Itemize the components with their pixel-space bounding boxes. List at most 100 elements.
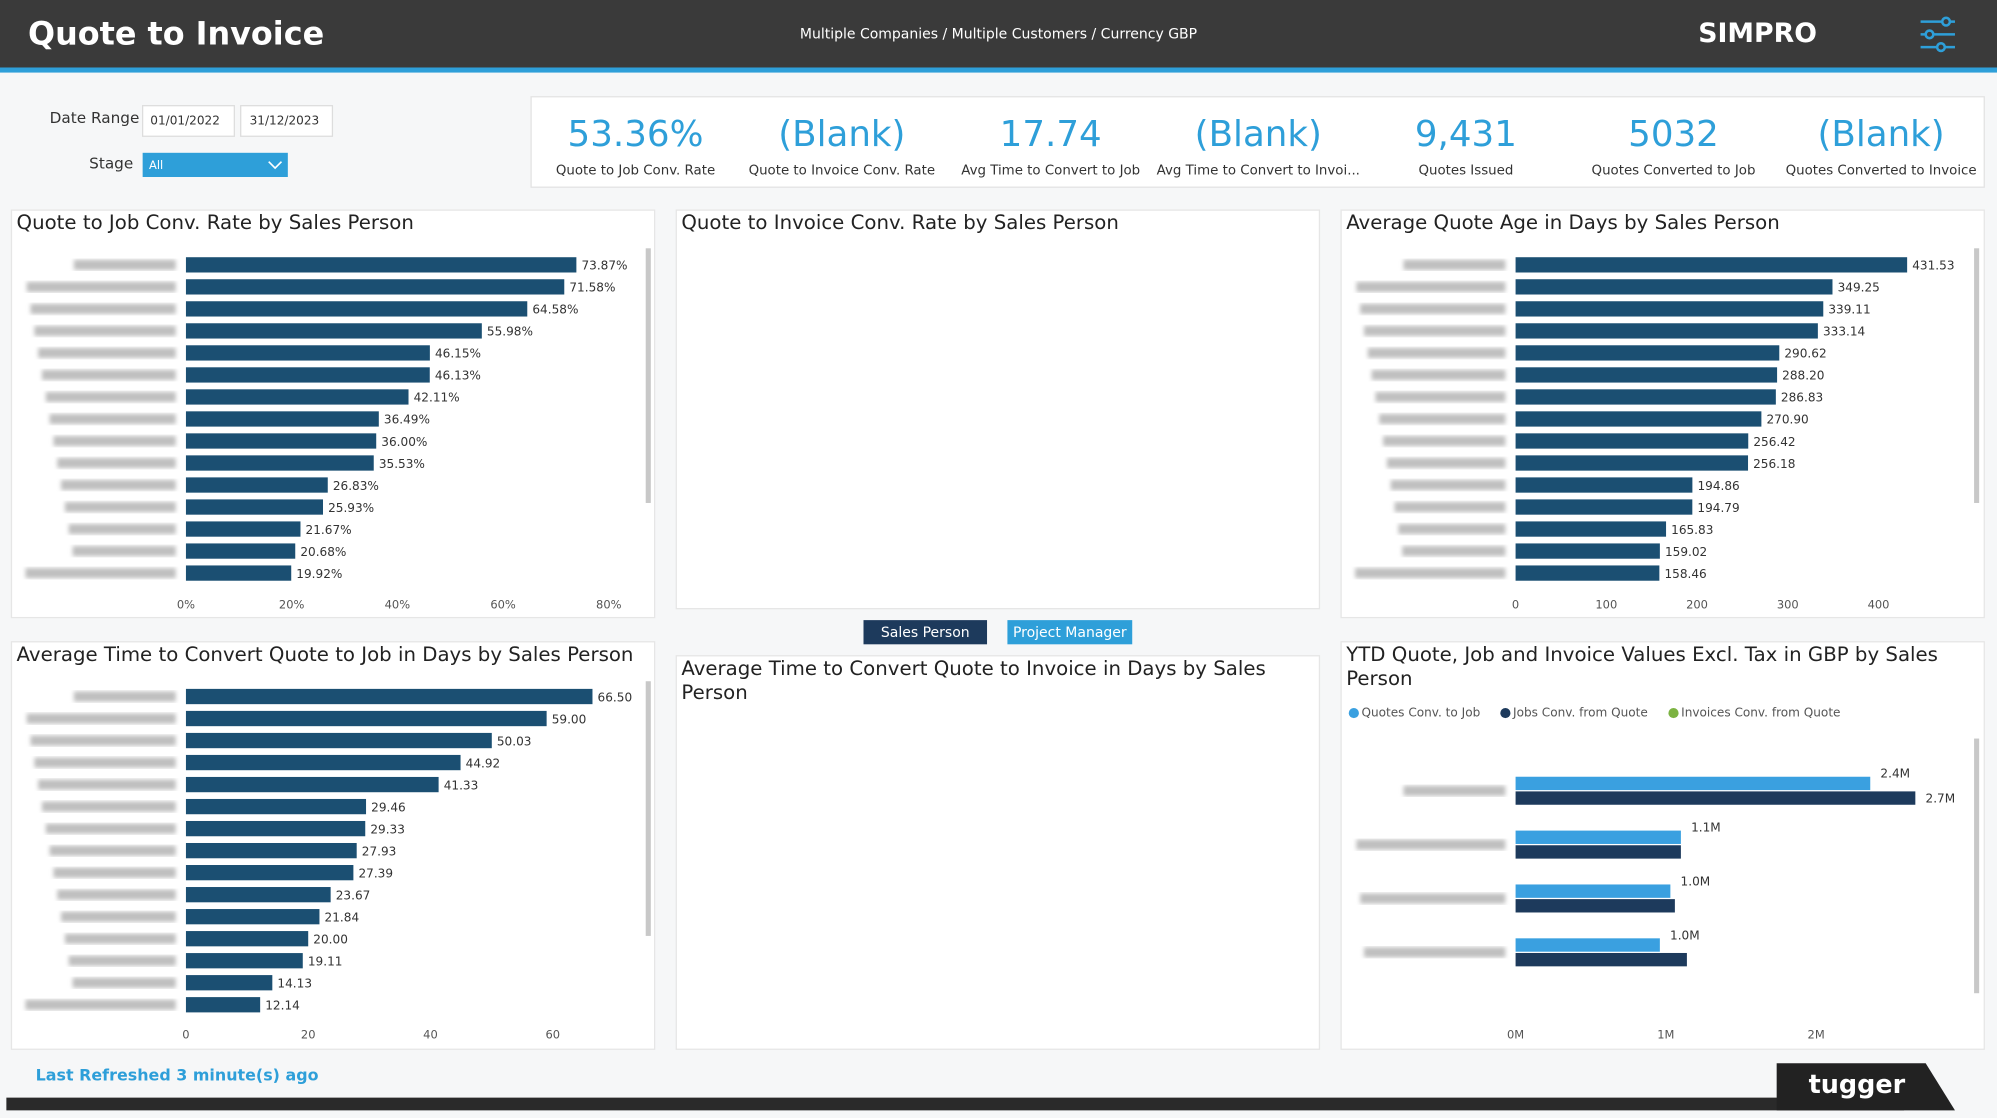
kpi-panel [530, 96, 1985, 188]
blurred-category-label [49, 413, 176, 425]
kpi-label: Quotes Converted to Invoice [1786, 164, 1977, 179]
x-tick-label: 2M [1808, 1028, 1825, 1042]
footer-brand: tugger [1809, 1070, 1906, 1100]
chart-title-box: Quote to Invoice Conv. Rate by Sales Per… [681, 211, 1119, 234]
date-from-box[interactable] [142, 105, 235, 137]
kpi-value: 53.36% [568, 114, 704, 155]
blurred-category-label [1360, 303, 1506, 314]
bar [1515, 301, 1824, 317]
data-label: 55.98% [487, 325, 533, 339]
bar [185, 455, 374, 471]
chart-panel [675, 209, 1321, 610]
data-label: 256.18 [1753, 457, 1795, 471]
header-stripe [0, 67, 1997, 73]
data-label: 71.58% [569, 281, 615, 295]
bar [1515, 367, 1778, 383]
x-tick-label: 200 [1686, 597, 1708, 611]
blurred-category-label [1390, 479, 1506, 491]
data-label: 1.0M [1670, 928, 1700, 942]
project-manager-button[interactable] [1007, 620, 1133, 645]
bar [1515, 543, 1660, 559]
bar [185, 345, 430, 361]
bar [185, 754, 461, 771]
blurred-category-label [1367, 347, 1506, 359]
blurred-category-label [73, 259, 176, 270]
blurred-category-label [30, 735, 176, 746]
stage-value: All [149, 158, 163, 172]
blurred-category-label [1355, 567, 1506, 579]
sales-person-button[interactable] [863, 620, 988, 645]
data-label: 2.4M [1880, 767, 1910, 781]
data-label: 19.92% [296, 567, 342, 581]
chart-title: Average Time to Convert Quote to Job in … [16, 643, 634, 666]
bar [185, 521, 301, 537]
chart-title-box: Quote to Job Conv. Rate by Sales Person [17, 211, 414, 234]
bar [1515, 279, 1833, 295]
kpi-value: 17.74 [1000, 114, 1102, 155]
bar [185, 411, 379, 427]
data-label: 25.93% [328, 501, 374, 515]
bar [185, 688, 593, 705]
bar [1515, 845, 1681, 859]
blurred-category-label [45, 823, 176, 834]
legend-swatch [1348, 707, 1359, 719]
header-bar [0, 0, 1997, 69]
header-title: Quote to Invoice [28, 15, 324, 53]
data-label: 339.11 [1828, 303, 1870, 317]
bar [1515, 455, 1749, 471]
blurred-category-label [64, 933, 176, 944]
menu-icon[interactable] [1920, 16, 1955, 53]
chart-title-box: Average Quote Age in Days by Sales Perso… [1346, 211, 1780, 235]
x-tick-label: 20 [301, 1028, 316, 1042]
bar [1515, 411, 1762, 427]
chart-title-box: Average Time to Convert Quote to Job in … [16, 643, 634, 666]
bar [185, 323, 482, 339]
data-label: 27.93 [362, 844, 397, 858]
data-label: 194.79 [1697, 501, 1739, 515]
data-label: 194.86 [1697, 479, 1739, 493]
blurred-category-label [1379, 413, 1506, 425]
stage-dropdown[interactable] [142, 152, 288, 177]
bar [185, 909, 320, 925]
x-tick-label: 0 [182, 1028, 189, 1042]
blurred-category-label [1386, 457, 1506, 469]
bar [1515, 938, 1660, 952]
legend-entry: Invoices Conv. from Quote [1681, 706, 1840, 720]
chart-title: Average Time to Convert Quote to Invoice… [681, 657, 1266, 705]
blurred-category-label [1375, 391, 1506, 403]
blurred-category-label [57, 889, 176, 900]
bar [1515, 499, 1693, 515]
scrollbar [645, 681, 651, 936]
blurred-category-label [34, 325, 176, 336]
kpi-label: Avg Time to Convert to Job [961, 164, 1140, 179]
bar [1515, 477, 1693, 493]
date-to-box[interactable] [240, 105, 334, 137]
bar [1515, 323, 1818, 339]
data-label: 256.42 [1753, 435, 1795, 449]
chart-title-box: YTD Quote, Job and Invoice Values Excl. … [1346, 643, 1938, 691]
x-tick-label: 0% [177, 597, 195, 611]
brand: SIMPRO [1698, 18, 1817, 49]
chart-title: Average Quote Age in Days by Sales Perso… [1346, 211, 1780, 235]
data-label: 42.11% [414, 391, 460, 405]
kpi-label: Quote to Job Conv. Rate [556, 164, 715, 179]
data-label: 1.0M [1681, 874, 1711, 888]
blurred-category-label [45, 391, 176, 403]
bar [185, 499, 323, 515]
data-label: 158.46 [1664, 567, 1706, 581]
x-tick-label: 40 [423, 1028, 438, 1042]
blurred-category-label [26, 713, 176, 724]
data-label: 288.20 [1782, 369, 1824, 383]
bar [1515, 565, 1660, 581]
blurred-category-label [38, 347, 176, 359]
bar [185, 887, 331, 903]
bar [185, 776, 439, 793]
data-label: 29.46 [371, 800, 406, 814]
x-tick-label: 60 [545, 1028, 560, 1042]
scrollbar [1974, 248, 1980, 503]
blurred-category-label [30, 303, 176, 314]
data-label: 20.00 [313, 932, 348, 946]
blurred-category-label [1403, 259, 1506, 270]
data-label: 29.33 [370, 822, 405, 836]
